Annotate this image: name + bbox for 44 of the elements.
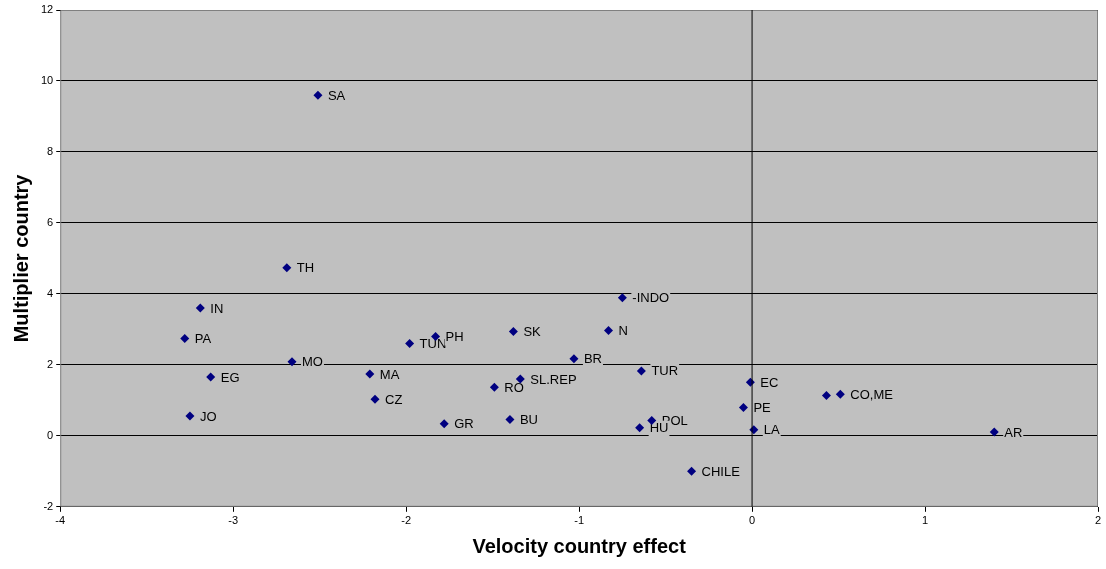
annotation: SL.REP [530, 371, 577, 387]
annotation: LA [763, 422, 781, 438]
annotation: MA [379, 366, 400, 382]
annotation: TUR [651, 363, 679, 379]
annotation: EC [760, 374, 779, 390]
annotation: N [618, 323, 628, 339]
annotation: SK [523, 324, 542, 340]
x-tick-label: 2 [1094, 514, 1102, 527]
x-tick-label: -1 [574, 514, 585, 527]
annotation: BU [519, 412, 538, 428]
annotation: SA [327, 87, 346, 103]
annotation: AR [1004, 424, 1023, 440]
annotation: PE [753, 400, 772, 416]
annotation: MO [302, 354, 323, 370]
annotation: JO [199, 408, 217, 424]
y-tick-label: 10 [40, 74, 54, 86]
annotation: BR [583, 351, 602, 367]
y-tick-label: 2 [47, 357, 54, 370]
annotation: TH [296, 260, 315, 276]
x-tick-label: 0 [749, 514, 756, 527]
annotation: HU [649, 420, 669, 436]
x-tick-label: -4 [55, 514, 66, 527]
y-tick-label: -2 [43, 499, 54, 512]
y-tick-label: 6 [47, 215, 54, 228]
x-tick-label: 1 [921, 514, 929, 527]
annotation: EG [220, 369, 240, 385]
y-tick-label: 8 [47, 144, 54, 157]
y-tick-label: 4 [47, 286, 54, 299]
x-axis-title: Velocity country effect [472, 534, 687, 557]
annotation: -INDO [632, 290, 670, 306]
annotation: TUN [419, 336, 447, 352]
annotation: CZ [385, 391, 403, 407]
x-tick-label: -2 [401, 514, 412, 527]
annotation: RO [504, 379, 524, 395]
x-tick-label: -3 [228, 514, 239, 527]
y-tick-label: 0 [47, 428, 54, 441]
annotation: CHILE [701, 463, 741, 479]
annotation: CO,ME [850, 386, 894, 402]
annotation: PH [445, 329, 464, 345]
annotation: PA [194, 331, 212, 347]
y-axis-title: Multiplier country [9, 173, 32, 343]
y-tick-label: 12 [40, 3, 54, 16]
annotation: GR [454, 416, 474, 432]
annotation: IN [210, 300, 224, 316]
